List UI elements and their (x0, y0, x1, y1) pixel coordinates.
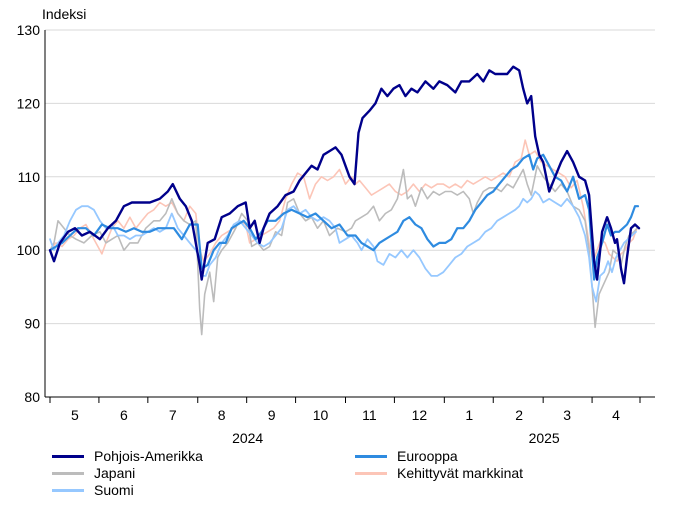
y-tick-label: 120 (17, 95, 41, 111)
x-tick-label: 9 (268, 407, 276, 423)
x-tick-label: 11 (362, 407, 377, 423)
x-year-label: 2024 (232, 430, 263, 446)
y-tick-label: 130 (17, 22, 41, 38)
series-line-eurooppa (48, 153, 640, 281)
y-tick-label: 110 (18, 169, 41, 185)
x-tick-label: 12 (412, 407, 428, 423)
series-line-japani (49, 165, 638, 336)
y-axis-title: Indeksi (42, 6, 86, 22)
x-tick-label: 10 (313, 407, 329, 423)
series-lines (48, 65, 641, 336)
x-tick-label: 5 (71, 407, 79, 423)
y-axis-ticks: 80 90 100 110 120 130 (17, 22, 41, 405)
y-tick-label: 100 (17, 242, 41, 258)
series-line-pohjois-amerikka (48, 65, 641, 285)
y-tick-label: 90 (24, 316, 40, 332)
x-year-label: 2025 (529, 430, 560, 446)
x-tick-label: 8 (218, 407, 226, 423)
x-tick-label: 2 (515, 407, 523, 423)
y-tick-label: 80 (24, 389, 40, 405)
x-tick-label: 7 (169, 407, 177, 423)
series-line-suomi (49, 190, 637, 303)
x-tick-label: 6 (120, 407, 128, 423)
x-tick-label: 4 (612, 407, 620, 423)
x-tick-label: 1 (465, 407, 473, 423)
axes (44, 30, 655, 398)
x-tick-label: 3 (563, 407, 571, 423)
